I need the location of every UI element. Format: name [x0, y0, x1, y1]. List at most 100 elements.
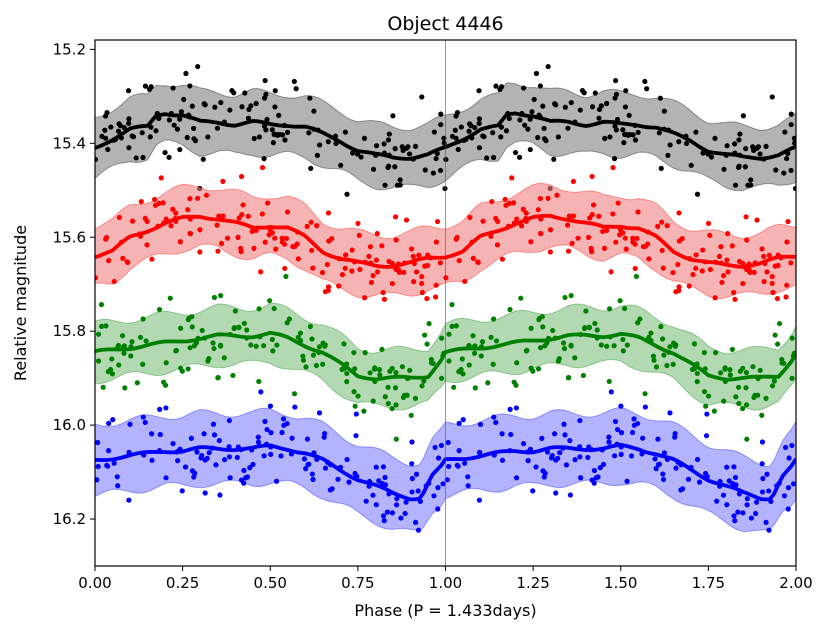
data-point: [721, 398, 727, 404]
data-point: [791, 135, 796, 141]
data-point: [724, 502, 730, 508]
data-point: [301, 456, 308, 462]
data-point: [103, 135, 109, 141]
data-point: [147, 134, 153, 140]
data-point: [189, 324, 195, 330]
data-point: [200, 156, 206, 162]
data-point: [160, 200, 166, 206]
data-point: [270, 140, 276, 146]
data-point: [760, 475, 766, 482]
data-point: [187, 231, 194, 237]
data-point: [424, 341, 430, 347]
data-point: [769, 383, 776, 389]
data-point: [213, 462, 219, 468]
data-point: [358, 154, 364, 160]
data-point: [445, 439, 451, 446]
data-point: [403, 499, 409, 505]
data-point: [178, 325, 184, 331]
data-point: [566, 213, 572, 219]
data-point: [433, 282, 439, 288]
data-point: [743, 214, 749, 220]
data-point: [748, 177, 754, 183]
data-point: [149, 457, 155, 463]
data-point: [211, 345, 217, 352]
data-point: [459, 356, 465, 362]
data-point: [433, 239, 440, 245]
data-point: [784, 239, 790, 245]
data-point: [460, 417, 466, 423]
data-point: [541, 474, 547, 480]
data-point: [401, 269, 407, 275]
data-point: [389, 405, 395, 412]
data-point: [111, 278, 117, 285]
data-point: [325, 287, 331, 294]
data-point: [732, 474, 739, 481]
data-point: [286, 316, 292, 322]
data-point: [561, 345, 568, 352]
data-point: [479, 339, 486, 345]
data-point: [430, 360, 436, 366]
data-point: [769, 280, 775, 287]
data-point: [380, 289, 386, 296]
data-point: [431, 493, 437, 499]
data-point: [226, 454, 233, 460]
data-point: [611, 453, 618, 459]
data-point: [316, 344, 323, 350]
data-point: [435, 455, 442, 461]
data-point: [415, 488, 421, 494]
data-point: [256, 134, 263, 140]
data-point: [600, 228, 606, 234]
data-point: [561, 421, 567, 427]
data-point: [449, 301, 455, 308]
data-point: [262, 418, 268, 425]
data-point: [598, 342, 604, 348]
data-point: [622, 305, 628, 312]
data-point: [754, 217, 760, 223]
data-point: [126, 116, 132, 122]
data-point: [755, 392, 761, 398]
data-point: [361, 408, 367, 414]
data-point: [745, 182, 751, 188]
data-point: [104, 109, 110, 116]
data-point: [327, 487, 333, 493]
data-point: [411, 279, 417, 285]
data-point: [283, 235, 290, 242]
data-point: [424, 295, 430, 302]
data-point: [310, 476, 316, 483]
data-point: [109, 356, 115, 362]
data-point: [167, 295, 173, 301]
data-point: [547, 249, 553, 255]
data-point: [261, 156, 267, 162]
data-point: [655, 461, 662, 468]
data-point: [788, 111, 794, 117]
data-point: [140, 316, 146, 322]
data-point: [308, 219, 314, 225]
data-point: [266, 232, 272, 238]
data-point: [265, 200, 271, 206]
data-point: [300, 357, 307, 363]
data-point: [357, 266, 363, 273]
data-point: [472, 124, 478, 131]
data-point: [163, 360, 169, 366]
data-point: [258, 269, 264, 275]
data-point: [660, 265, 666, 271]
data-point: [565, 125, 571, 131]
data-point: [785, 218, 791, 225]
data-point: [471, 350, 478, 356]
data-point: [606, 378, 612, 385]
data-point: [740, 365, 746, 371]
data-point: [399, 144, 405, 150]
data-point: [267, 298, 273, 304]
data-point: [632, 137, 639, 143]
data-point: [390, 113, 396, 119]
data-point: [642, 243, 649, 249]
y-tick-label: 15.8: [53, 322, 86, 340]
data-point: [718, 370, 724, 376]
data-point: [103, 323, 109, 329]
data-point: [540, 468, 546, 474]
data-point: [320, 340, 326, 346]
data-point: [685, 476, 692, 482]
data-point: [740, 510, 746, 516]
data-point: [292, 243, 298, 249]
data-point: [191, 125, 197, 132]
